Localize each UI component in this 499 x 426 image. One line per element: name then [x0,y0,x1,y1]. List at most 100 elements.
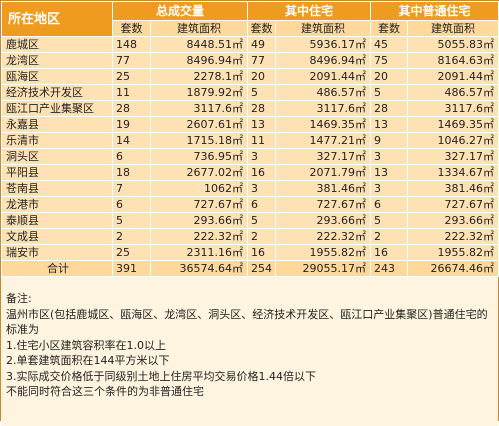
region-cell: 瓯海区 [1,68,113,85]
total-count-cell: 2 [112,228,151,245]
total-area-cell: 1715.18㎡ [149,132,249,149]
region-cell: 瓯江口产业集聚区 [1,100,113,117]
residential-area-cell: 381.46㎡ [275,180,372,197]
residential-area-cell: 29055.17㎡ [275,260,372,277]
table-row: 龙湾区 77 8496.94㎡ 77 8496.94㎡ 75 8164.63㎡ [1,52,499,69]
ordinary-area-cell: 1334.67㎡ [407,164,499,181]
header-area: 建筑面积 [149,20,249,37]
residential-count-cell: 6 [247,196,277,213]
table-row: 文成县 2 222.32㎡ 2 222.32㎡ 2 222.32㎡ [1,228,499,245]
header-row-columns: 套数 建筑面积 套数 建筑面积 套数 建筑面积 [2,20,499,37]
residential-area-cell: 1955.82㎡ [275,244,372,261]
header-group-ordinary: 其中普通住宅 [370,1,499,21]
total-count-cell: 25 [112,68,151,85]
residential-count-cell: 11 [247,132,277,149]
region-cell: 鹿城区 [1,36,113,53]
header-group-residential: 其中住宅 [247,1,372,21]
notes-item-2: 2.单套建筑面积在144平方米以下 [6,354,170,367]
residential-area-cell: 1477.21㎡ [275,132,372,149]
notes-item-1: 1.住宅小区建筑容积率在1.0以上 [6,338,166,352]
ordinary-area-cell: 1955.82㎡ [407,244,499,261]
region-cell: 洞头区 [1,148,113,165]
ordinary-area-cell: 1046.27㎡ [407,132,499,149]
ordinary-count-cell: 5 [370,212,409,229]
residential-count-cell: 16 [247,164,277,181]
ordinary-count-cell: 243 [370,260,409,277]
table-row: 经济技术开发区 11 1879.92㎡ 5 486.57㎡ 5 486.57㎡ [1,84,499,101]
residential-count-cell: 3 [247,180,277,197]
region-cell: 文成县 [1,228,113,245]
notes-title: 备注: [6,292,32,305]
table-body: 鹿城区 148 8448.51㎡ 49 5936.17㎡ 45 5055.83㎡ 龙湾区 77 8… [1,36,499,277]
ordinary-area-cell: 486.57㎡ [407,84,499,101]
residential-area-cell: 293.66㎡ [275,212,372,229]
header-count: 套数 [112,20,151,37]
residential-area-cell: 486.57㎡ [275,84,372,101]
region-cell: 乐清市 [1,132,113,149]
total-area-cell: 36574.64㎡ [149,260,249,277]
residential-count-cell: 254 [247,260,277,277]
residential-count-cell: 2 [247,228,277,245]
total-count-cell: 6 [112,148,151,165]
notes-standard: 温州市区(包括鹿城区、瓯海区、龙湾区、洞头区、经济技术开发区、瓯江口产业集聚区)… [6,307,488,337]
notes-section: 备注: 温州市区(包括鹿城区、瓯海区、龙湾区、洞头区、经济技术开发区、瓯江口产业… [1,285,498,426]
total-count-cell: 7 [112,180,151,197]
region-cell: 龙港市 [1,196,113,213]
ordinary-count-cell: 28 [370,100,409,117]
total-count-cell: 18 [112,164,151,181]
header-area: 建筑面积 [407,20,499,37]
total-area-cell: 3117.6㎡ [149,100,249,117]
total-area-cell: 8496.94㎡ [149,52,249,69]
total-count-cell: 11 [112,84,151,101]
residential-count-cell: 49 [247,36,277,53]
ordinary-area-cell: 3117.6㎡ [407,100,499,117]
region-cell: 永嘉县 [1,116,113,133]
residential-count-cell: 28 [247,100,277,117]
header-region: 所在地区 [1,1,113,37]
ordinary-area-cell: 5055.83㎡ [407,36,499,53]
ordinary-area-cell: 2091.44㎡ [407,68,499,85]
ordinary-count-cell: 13 [370,164,409,181]
total-count-cell: 28 [112,100,151,117]
total-area-cell: 2607.61㎡ [149,116,249,133]
table-row: 洞头区 6 736.95㎡ 3 327.17㎡ 3 327.17㎡ [1,148,499,165]
ordinary-area-cell: 8164.63㎡ [407,52,499,69]
notes-item-3: 3.实际成交价格低于同级别土地上住房平均交易价格1.44倍以下 [6,369,316,383]
total-count-cell: 6 [112,196,151,213]
ordinary-count-cell: 5 [370,84,409,101]
residential-count-cell: 13 [247,116,277,133]
residential-count-cell: 5 [247,84,277,101]
total-count-cell: 77 [112,52,151,69]
residential-area-cell: 327.17㎡ [275,148,372,165]
residential-area-cell: 2091.44㎡ [275,68,372,85]
total-area-cell: 8448.51㎡ [149,36,249,53]
total-area-cell: 736.95㎡ [149,148,249,165]
ordinary-count-cell: 75 [370,52,409,69]
ordinary-area-cell: 222.32㎡ [407,228,499,245]
ordinary-count-cell: 20 [370,68,409,85]
ordinary-count-cell: 3 [370,148,409,165]
residential-count-cell: 20 [247,68,277,85]
header-group-total: 总成交量 [111,1,249,21]
total-area-cell: 222.32㎡ [149,228,249,245]
ordinary-count-cell: 3 [370,180,409,197]
residential-count-cell: 16 [247,244,277,261]
ordinary-area-cell: 293.66㎡ [407,212,499,229]
total-area-cell: 293.66㎡ [149,212,249,229]
residential-count-cell: 3 [247,148,277,165]
total-area-cell: 2278.1㎡ [149,68,249,85]
total-count-cell: 14 [112,132,151,149]
total-area-cell: 2311.16㎡ [149,244,249,261]
ordinary-count-cell: 16 [370,244,409,261]
table-row: 鹿城区 148 8448.51㎡ 49 5936.17㎡ 45 5055.83㎡ [1,36,499,53]
header-count: 套数 [370,20,409,37]
header-count: 套数 [247,20,277,37]
ordinary-area-cell: 381.46㎡ [407,180,499,197]
ordinary-count-cell: 6 [370,196,409,213]
ordinary-area-cell: 1469.35㎡ [407,116,499,133]
total-area-cell: 1879.92㎡ [149,84,249,101]
ordinary-count-cell: 9 [370,132,409,149]
total-count-cell: 19 [112,116,151,133]
table-row: 瑞安市 25 2311.16㎡ 16 1955.82㎡ 16 1955.82㎡ [1,244,499,261]
